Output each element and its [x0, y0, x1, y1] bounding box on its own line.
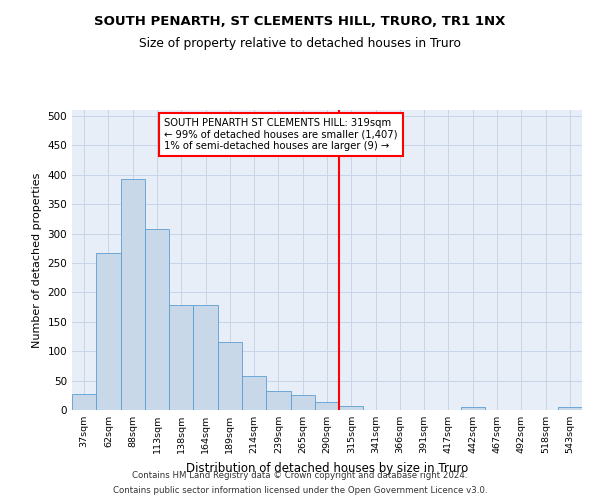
Bar	[121, 179, 145, 410]
Bar	[218, 342, 242, 410]
Y-axis label: Number of detached properties: Number of detached properties	[32, 172, 42, 348]
Bar	[242, 376, 266, 410]
Text: Size of property relative to detached houses in Truro: Size of property relative to detached ho…	[139, 38, 461, 51]
Text: Contains public sector information licensed under the Open Government Licence v3: Contains public sector information licen…	[113, 486, 487, 495]
X-axis label: Distribution of detached houses by size in Truro: Distribution of detached houses by size …	[186, 462, 468, 474]
Text: SOUTH PENARTH, ST CLEMENTS HILL, TRURO, TR1 1NX: SOUTH PENARTH, ST CLEMENTS HILL, TRURO, …	[94, 15, 506, 28]
Bar	[96, 253, 121, 410]
Bar	[315, 402, 339, 410]
Bar	[72, 394, 96, 410]
Bar	[193, 304, 218, 410]
Bar	[558, 407, 582, 410]
Bar	[145, 229, 169, 410]
Bar	[266, 390, 290, 410]
Bar	[461, 407, 485, 410]
Text: Contains HM Land Registry data © Crown copyright and database right 2024.: Contains HM Land Registry data © Crown c…	[132, 471, 468, 480]
Text: SOUTH PENARTH ST CLEMENTS HILL: 319sqm
← 99% of detached houses are smaller (1,4: SOUTH PENARTH ST CLEMENTS HILL: 319sqm ←…	[164, 118, 398, 151]
Bar	[169, 304, 193, 410]
Bar	[290, 396, 315, 410]
Bar	[339, 406, 364, 410]
